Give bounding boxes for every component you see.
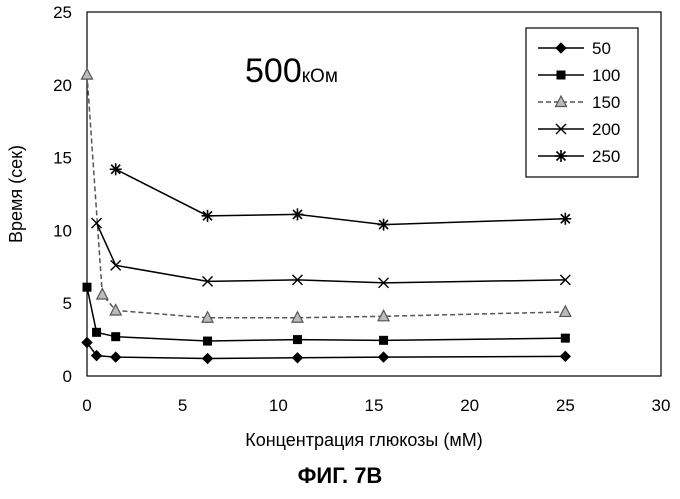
data-point xyxy=(109,303,123,316)
data-point xyxy=(110,259,122,271)
legend-label: 50 xyxy=(592,39,611,58)
legend-item-50: 50 xyxy=(538,39,611,58)
x-tick-label: 20 xyxy=(460,396,479,415)
data-point xyxy=(90,349,103,362)
data-point xyxy=(555,42,567,54)
x-tick-label: 0 xyxy=(82,396,91,415)
data-point xyxy=(560,333,570,343)
annotation-value: 500 xyxy=(245,52,302,90)
legend-item-200: 200 xyxy=(538,120,620,139)
data-point xyxy=(201,209,214,222)
y-axis-label: Время (сек) xyxy=(6,145,26,243)
y-tick-label: 10 xyxy=(53,221,72,240)
x-axis-label: Концентрация глюкозы (мМ) xyxy=(245,430,482,450)
data-point xyxy=(554,94,568,108)
data-point xyxy=(378,277,390,289)
data-point xyxy=(82,282,92,292)
glucose-time-chart: 0 5 10 15 20 25 30 0 5 10 15 20 25 500кОм 50 100 150 2… xyxy=(6,3,670,450)
series-line xyxy=(86,342,566,360)
data-point xyxy=(377,309,391,322)
data-point xyxy=(556,70,566,80)
series-150 xyxy=(80,67,572,323)
series-100 xyxy=(82,282,570,346)
x-tick-label: 10 xyxy=(269,396,288,415)
data-point xyxy=(291,352,304,364)
data-point xyxy=(109,351,122,363)
x-tick-label: 30 xyxy=(652,396,671,415)
series-200 xyxy=(91,217,571,289)
resistance-annotation: 500кОм xyxy=(245,52,338,90)
data-point xyxy=(292,335,302,345)
annotation-unit: кОм xyxy=(302,66,338,87)
y-tick-label: 0 xyxy=(63,367,72,386)
data-point xyxy=(80,67,94,80)
figure-caption: ФИГ. 7В xyxy=(297,463,383,488)
data-point xyxy=(555,150,567,162)
y-axis: 0 5 10 15 20 25 xyxy=(53,3,72,386)
series-line xyxy=(115,168,566,226)
data-point xyxy=(109,163,122,176)
y-tick-label: 20 xyxy=(53,76,72,95)
x-tick-label: 15 xyxy=(365,396,384,415)
legend-label: 200 xyxy=(592,120,620,139)
x-tick-label: 25 xyxy=(556,396,575,415)
data-point xyxy=(377,218,390,231)
data-point xyxy=(201,352,214,365)
legend-item-100: 100 xyxy=(538,66,620,85)
data-point xyxy=(291,208,304,221)
data-point xyxy=(377,351,390,363)
y-tick-label: 15 xyxy=(53,149,72,168)
data-point xyxy=(291,274,303,286)
y-tick-label: 25 xyxy=(53,3,72,22)
plot-area xyxy=(86,11,662,377)
legend-label: 150 xyxy=(592,93,620,112)
legend-item-150: 150 xyxy=(538,93,620,112)
data-point xyxy=(202,275,214,287)
data-point xyxy=(559,212,572,225)
data-point xyxy=(555,123,567,135)
x-axis: 0 5 10 15 20 25 30 xyxy=(82,396,670,415)
data-point xyxy=(95,287,109,300)
series-layer xyxy=(80,67,572,365)
legend: 50 100 150 200 250 xyxy=(525,27,639,178)
data-point xyxy=(92,327,102,337)
series-line xyxy=(95,222,566,284)
data-point xyxy=(203,336,213,346)
data-point xyxy=(559,350,572,363)
x-tick-label: 5 xyxy=(178,396,187,415)
data-point xyxy=(379,335,389,345)
y-tick-label: 5 xyxy=(63,294,72,313)
data-point xyxy=(201,310,215,323)
series-250 xyxy=(109,163,572,231)
data-point xyxy=(558,304,572,318)
data-point xyxy=(559,274,571,286)
data-point xyxy=(81,336,93,349)
legend-item-250: 250 xyxy=(538,147,620,166)
data-point xyxy=(111,332,121,342)
series-50 xyxy=(81,336,572,365)
data-point xyxy=(290,310,304,323)
legend-label: 250 xyxy=(592,147,620,166)
legend-label: 100 xyxy=(592,66,620,85)
data-point xyxy=(91,217,103,229)
